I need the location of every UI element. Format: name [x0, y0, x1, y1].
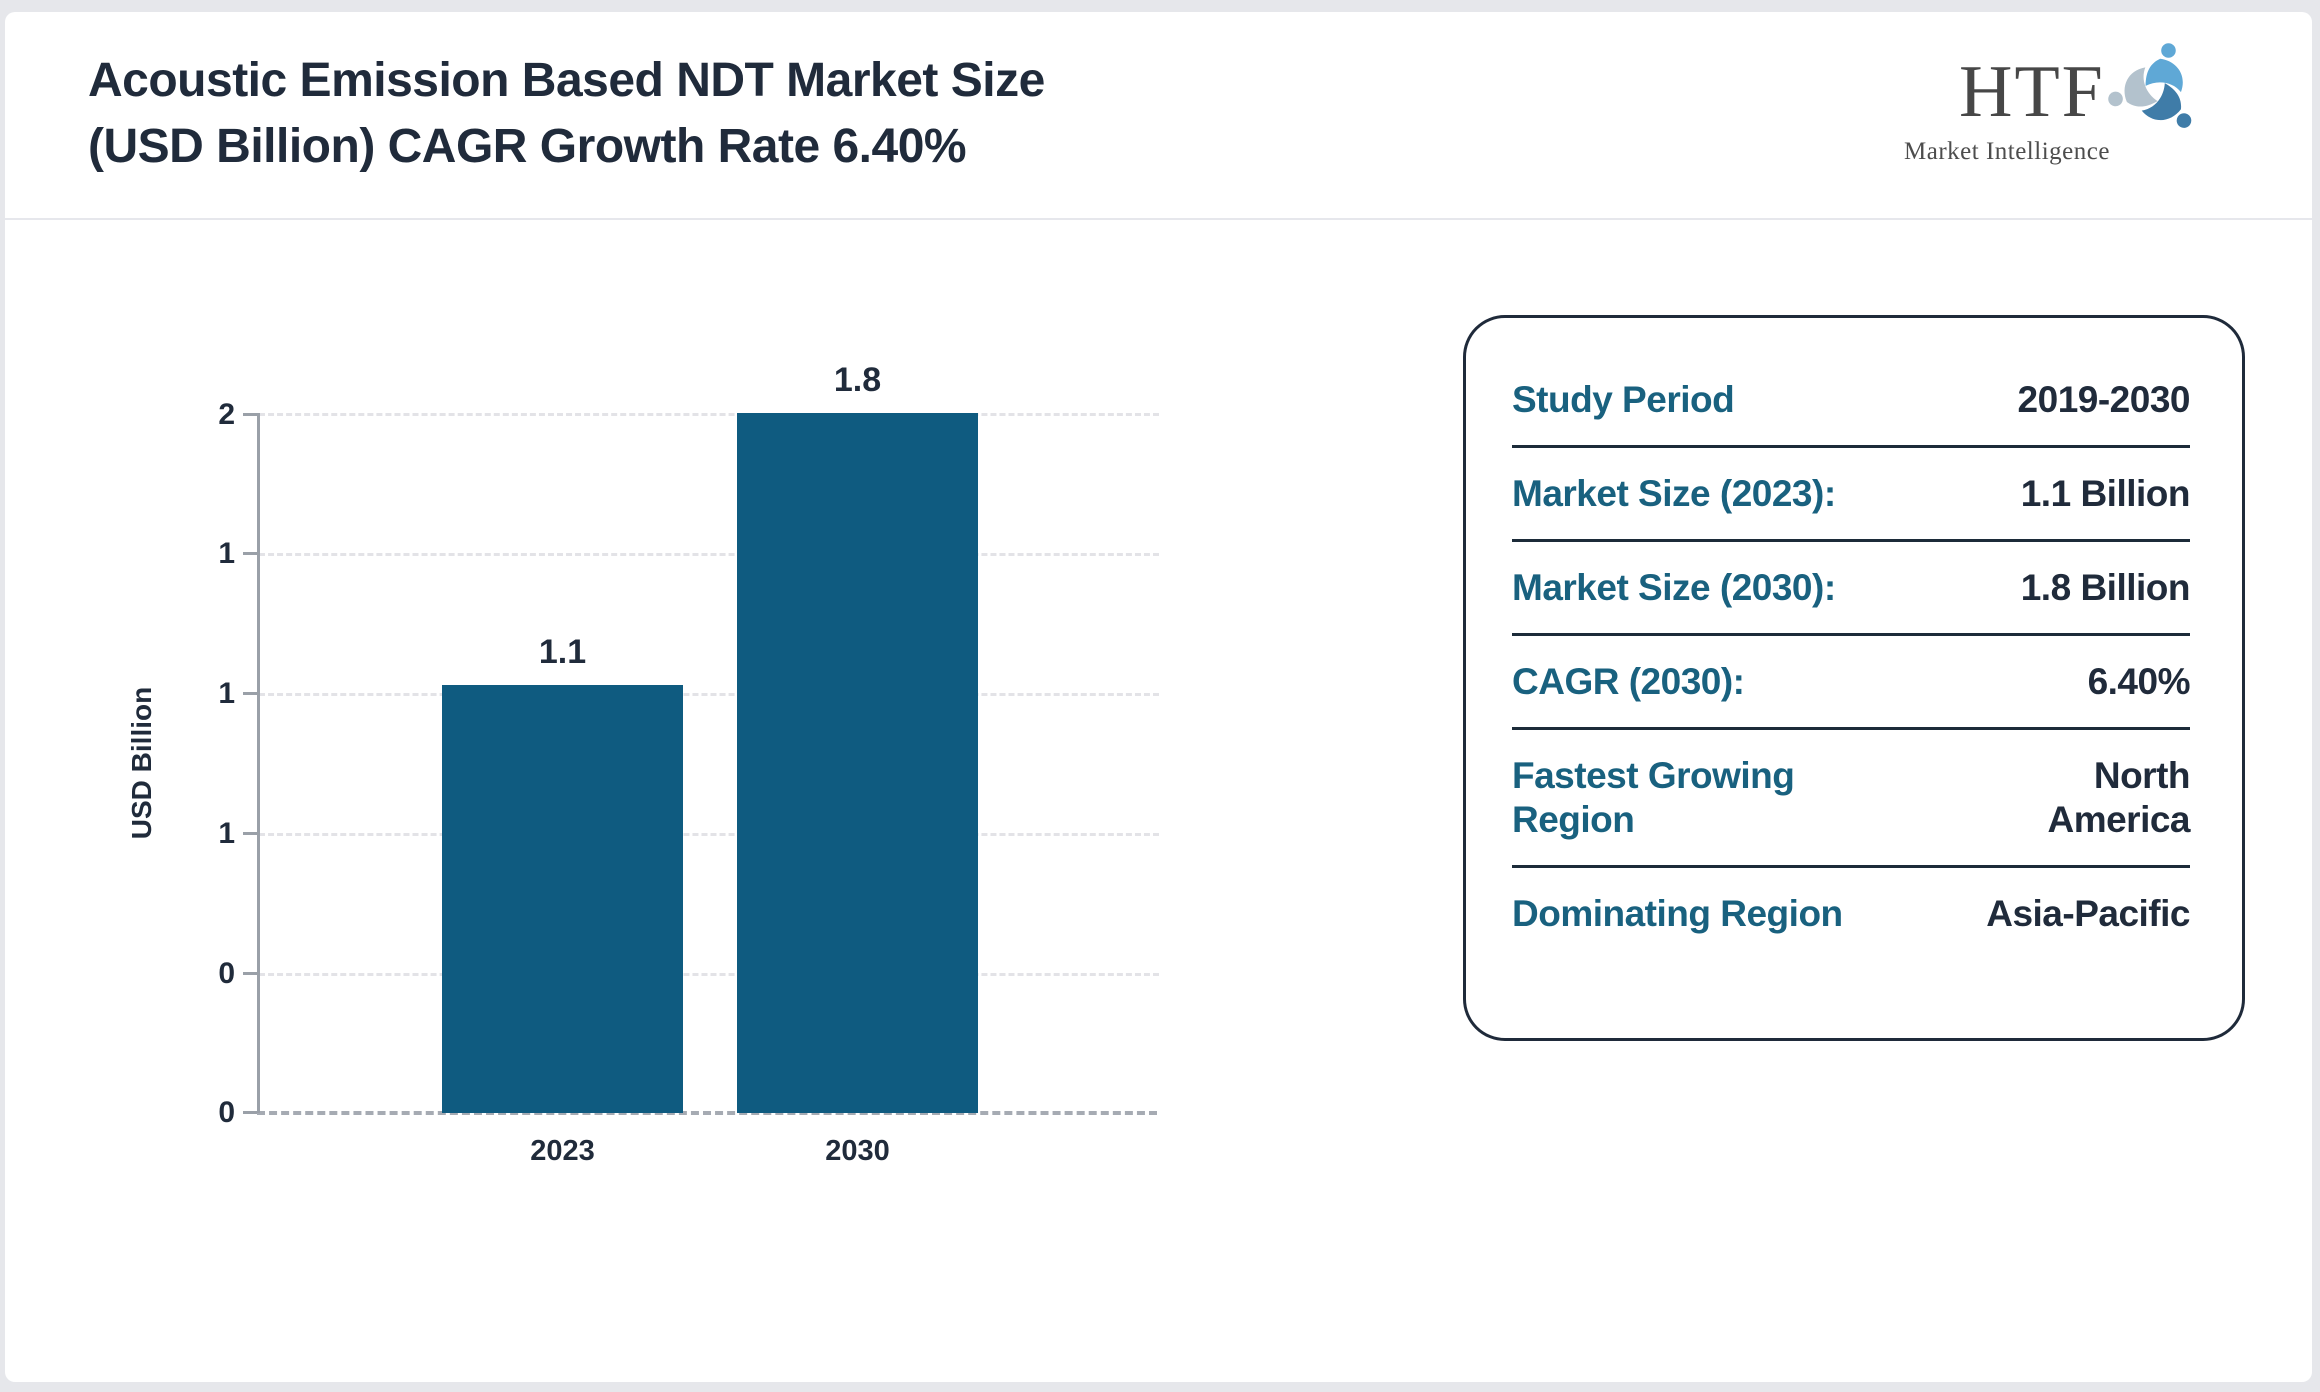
- htf-logo-subtext: Market Intelligence: [1904, 138, 2110, 165]
- row-label: Market Size (2023):: [1512, 473, 1836, 514]
- summary-row-study-period: Study Period 2019-2030: [1512, 354, 2191, 448]
- y-tick-label: 1: [218, 677, 235, 710]
- y-tick-label: 1: [218, 817, 235, 850]
- y-tick-label: 0: [218, 957, 235, 990]
- gridline: [259, 693, 1159, 696]
- row-value: 1.8 Billion: [2020, 567, 2191, 608]
- y-axis-line: [257, 413, 260, 1113]
- header-divider: [5, 218, 2312, 220]
- gridline: [259, 553, 1159, 556]
- summary-row-dominating-region: Dominating Region Asia-Pacific: [1512, 868, 2190, 959]
- bar-value-label: 1.1: [538, 633, 587, 671]
- plot-area: 2 1 1 1 0 0 USD Billion 1.1 1.8 2023 203…: [126, 361, 1159, 1167]
- summary-row-cagr: CAGR (2030): 6.40%: [1512, 636, 2191, 730]
- y-axis-title: USD Billion: [126, 686, 157, 840]
- page-title: Acoustic Emission Based NDT Market Size …: [88, 48, 1045, 180]
- row-label: CAGR (2030):: [1512, 661, 1745, 702]
- report-card: Acoustic Emission Based NDT Market Size …: [5, 12, 2312, 1382]
- y-tick: [243, 552, 257, 555]
- market-summary-panel: Study Period 2019-2030 Market Size (2023…: [1463, 315, 2245, 1041]
- bar-value-label: 1.8: [833, 361, 882, 399]
- htf-logo: HTF Market Intelligence: [1904, 36, 2234, 176]
- gridline: [259, 833, 1159, 836]
- row-label: Fastest Growing Region: [1512, 755, 1795, 840]
- x-axis-baseline: [257, 1111, 1157, 1115]
- htf-logo-row: HTF: [1904, 36, 2234, 136]
- x-tick-label-2030: 2030: [825, 1135, 890, 1167]
- row-label: Study Period: [1512, 379, 1735, 420]
- htf-swirl-icon: [2108, 43, 2192, 128]
- row-value: 6.40%: [2087, 661, 2191, 702]
- x-tick-label-2023: 2023: [530, 1135, 595, 1167]
- y-tick-label: 0: [218, 1096, 235, 1129]
- page-title-line2: (USD Billion) CAGR Growth Rate 6.40%: [88, 120, 967, 173]
- row-value: Asia-Pacific: [1986, 893, 2190, 934]
- gridline: [259, 973, 1159, 976]
- y-tick: [243, 832, 257, 835]
- page-title-line1: Acoustic Emission Based NDT Market Size: [88, 54, 1045, 107]
- summary-row-market-size-2023: Market Size (2023): 1.1 Billion: [1512, 448, 2191, 542]
- summary-row-market-size-2030: Market Size (2030): 1.8 Billion: [1512, 542, 2191, 636]
- row-label: Market Size (2030):: [1512, 567, 1836, 608]
- bar-2023: 1.1: [442, 633, 683, 1113]
- bar-chart: 2 1 1 1 0 0 USD Billion 1.1 1.8 2023 203…: [5, 218, 1305, 1218]
- y-tick-label: 2: [218, 398, 235, 431]
- bar-2030: 1.8: [737, 361, 978, 1113]
- row-value: North America: [2047, 755, 2190, 840]
- row-value: 2019-2030: [2017, 379, 2191, 420]
- summary-row-fastest-growing-region: Fastest Growing Region North America: [1512, 730, 2191, 868]
- header: Acoustic Emission Based NDT Market Size …: [5, 12, 2312, 218]
- htf-logo-text: HTF: [1959, 51, 2105, 133]
- row-label: Dominating Region: [1512, 893, 1843, 934]
- y-tick-label: 1: [218, 537, 235, 570]
- y-tick: [243, 413, 257, 416]
- y-tick: [243, 972, 257, 975]
- row-value: 1.1 Billion: [2020, 473, 2191, 514]
- y-tick: [243, 692, 257, 695]
- gridline: [259, 413, 1159, 416]
- y-tick: [243, 1111, 257, 1114]
